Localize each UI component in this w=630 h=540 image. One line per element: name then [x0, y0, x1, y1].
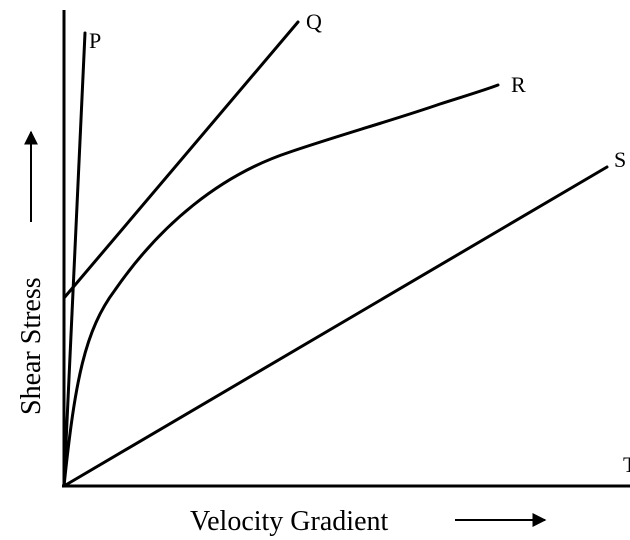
curve-label: T	[623, 452, 630, 477]
curve-q	[62, 20, 300, 300]
curve-label: R	[511, 72, 526, 97]
curve-r	[62, 83, 500, 488]
x-axis-label: Velocity Gradient	[190, 506, 388, 537]
curve-s	[62, 165, 609, 488]
curve-label: P	[89, 28, 101, 53]
curve-label: Q	[306, 9, 322, 34]
curve-p	[62, 31, 87, 488]
curve-label: S	[614, 147, 626, 172]
y-axis-label: Shear Stress	[16, 277, 47, 415]
